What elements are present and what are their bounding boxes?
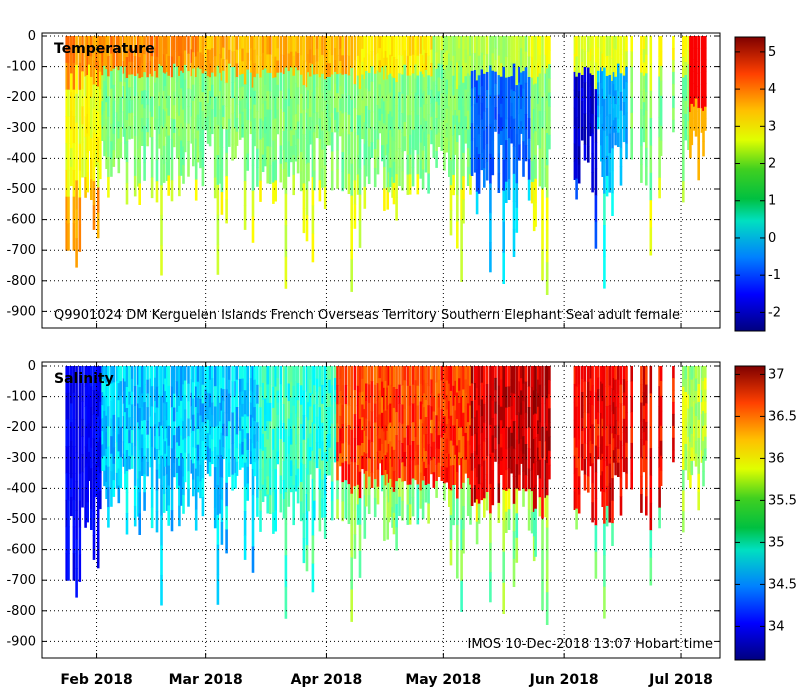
- y-tick-label: -100: [6, 60, 36, 75]
- salinity-y-ticks: 0 -100 -200 -300 -400 -500 -600 -700 -800 -900: [6, 359, 720, 658]
- y-tick-label: -200: [6, 90, 36, 105]
- temperature-grid: [42, 33, 720, 328]
- y-tick-label: -100: [6, 390, 36, 405]
- y-tick-label: -800: [6, 604, 36, 619]
- colorbar-tick-label: 3: [768, 119, 776, 134]
- temperature-y-ticks: 0 -100 -200 -300 -400 -500 -600 -700 -800 -900: [6, 29, 720, 328]
- y-tick-label: -300: [6, 121, 36, 136]
- salinity-colorbar-ticks: 34 34.5 35 35.5 36 36.5 37: [735, 367, 797, 634]
- colorbar-tick-label: 4: [768, 82, 776, 97]
- date-axis: Feb 2018 Mar 2018 Apr 2018 May 2018 Jun 2018…: [60, 672, 713, 688]
- colorbar-tick-label: 36.5: [768, 409, 797, 424]
- colorbar-tick-label: -2: [768, 305, 781, 320]
- y-tick-label: -800: [6, 274, 36, 289]
- x-tick-label: Jun 2018: [529, 672, 599, 688]
- y-tick-label: -900: [6, 634, 36, 649]
- y-tick-label: -500: [6, 512, 36, 527]
- y-tick-label: -900: [6, 304, 36, 319]
- y-tick-label: -500: [6, 182, 36, 197]
- colorbar-tick-label: 1: [768, 194, 776, 209]
- y-tick-label: 0: [28, 29, 36, 44]
- colorbar-tick-label: 34: [768, 619, 785, 634]
- y-tick-label: -300: [6, 451, 36, 466]
- salinity-data-layer: [65, 366, 707, 625]
- salinity-panel: 0 -100 -200 -300 -400 -500 -600 -700 -800 -900 Sa…: [6, 359, 797, 661]
- y-tick-label: -400: [6, 151, 36, 166]
- temperature-data-layer: [65, 36, 707, 295]
- colorbar-tick-label: 5: [768, 45, 776, 60]
- colorbar-tick-label: 35: [768, 535, 785, 550]
- colorbar-tick-label: 37: [768, 367, 785, 382]
- x-tick-label: Feb 2018: [60, 672, 132, 688]
- colorbar-tick-label: 35.5: [768, 493, 797, 508]
- temperature-colorbar: [734, 36, 766, 332]
- colorbar-tick-label: 34.5: [768, 577, 797, 592]
- colorbar-tick-label: 2: [768, 157, 776, 172]
- salinity-grid: [42, 362, 720, 658]
- x-tick-label: Apr 2018: [291, 672, 363, 688]
- temperature-annotation: Q9901024 DM Kerguelen Islands French Ove…: [54, 308, 680, 323]
- temperature-colorbar-ticks: -2 -1 0 1 2 3 4 5: [735, 45, 781, 320]
- salinity-panel-title: Salinity: [54, 371, 114, 387]
- colorbar-tick-label: -1: [768, 268, 781, 283]
- colorbar-tick-label: 36: [768, 451, 785, 466]
- colorbar-tick-label: 0: [768, 231, 776, 246]
- x-tick-label: May 2018: [405, 672, 481, 688]
- x-tick-label: Jul 2018: [648, 672, 713, 688]
- y-tick-label: -400: [6, 481, 36, 496]
- temperature-panel-title: Temperature: [54, 41, 155, 57]
- y-tick-label: 0: [28, 359, 36, 374]
- salinity-plot-frame: [41, 361, 721, 659]
- y-tick-label: -600: [6, 543, 36, 558]
- salinity-annotation: IMOS 10-Dec-2018 13:07 Hobart time: [468, 637, 713, 652]
- temperature-panel: 0 -100 -200 -300 -400 -500 -600 -700 -800 -900 Te…: [6, 29, 781, 332]
- salinity-colorbar: [734, 365, 766, 661]
- y-tick-label: -700: [6, 573, 36, 588]
- temperature-plot-frame: [41, 32, 721, 329]
- y-tick-label: -200: [6, 420, 36, 435]
- x-tick-label: Mar 2018: [169, 672, 243, 688]
- y-tick-label: -700: [6, 243, 36, 258]
- y-tick-label: -600: [6, 213, 36, 228]
